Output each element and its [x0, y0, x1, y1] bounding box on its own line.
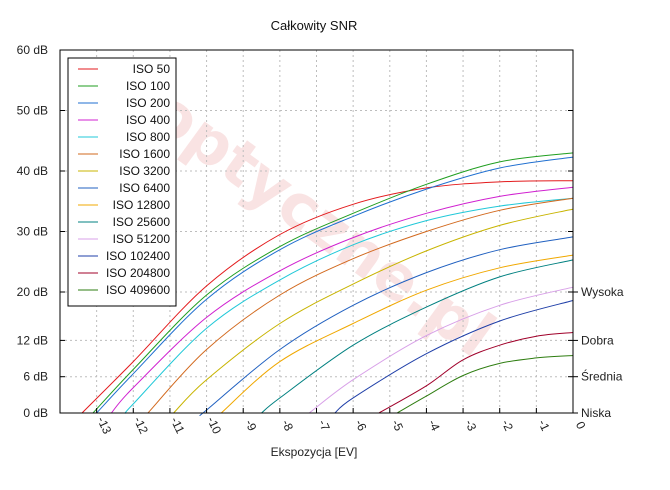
- y-tick-label: 20 dB: [17, 285, 48, 299]
- series-line-iso-800: [124, 197, 574, 414]
- x-tick-label: -7: [316, 418, 333, 434]
- legend-entry: ISO 6400: [119, 181, 170, 195]
- quality-label: Dobra: [581, 333, 614, 347]
- series-line-iso-204800: [378, 332, 574, 414]
- series-line-iso-409600: [396, 355, 574, 414]
- x-tick-label: -13: [94, 414, 114, 436]
- x-tick-label: -11: [168, 415, 188, 436]
- x-tick-label: -10: [204, 414, 224, 436]
- quality-label: Niska: [581, 406, 611, 420]
- x-tick-label: -12: [131, 414, 151, 436]
- legend-entry: ISO 204800: [106, 266, 170, 280]
- x-tick-label: -5: [389, 418, 406, 434]
- x-tick-label: -2: [499, 418, 516, 434]
- series-line-iso-102400: [334, 300, 574, 414]
- legend-entry: ISO 12800: [113, 198, 171, 212]
- legend-entry: ISO 50: [133, 62, 171, 76]
- series-line-iso-12800: [220, 254, 574, 414]
- y-axis-ticks: 0 dB 6 dB 12 dB 20 dB 30 dB 40 dB 50 dB 60 dB: [17, 43, 573, 420]
- series-line-iso-100: [92, 152, 574, 414]
- legend-entry: ISO 200: [126, 96, 170, 110]
- x-tick-label: -6: [352, 418, 369, 434]
- x-tick-label: 0: [573, 419, 589, 431]
- quality-label: Wysoka: [581, 285, 624, 299]
- series-line-iso-25600: [261, 259, 574, 414]
- series-line-iso-50: [81, 180, 574, 414]
- y-tick-label: 50 dB: [17, 104, 48, 118]
- series-line-iso-51200: [308, 286, 574, 414]
- quality-label: Średnia: [581, 369, 623, 384]
- y-tick-label: 40 dB: [17, 164, 48, 178]
- y-tick-label: 0 dB: [23, 406, 48, 420]
- y-tick-label: 6 dB: [23, 370, 48, 384]
- series-line-iso-200: [96, 156, 574, 414]
- legend-entry: ISO 1600: [119, 147, 170, 161]
- legend-entry: ISO 800: [126, 130, 170, 144]
- legend-entry: ISO 100: [126, 79, 170, 93]
- x-tick-label: -9: [242, 418, 259, 434]
- legend-entry: ISO 51200: [113, 232, 171, 246]
- chart-title: Całkowity SNR: [271, 18, 358, 33]
- y-tick-label: 12 dB: [17, 333, 48, 347]
- x-axis-ticks: -13 -12 -11 -10 -9 -8 -7 -6 -5 -4 -3 -2 -1 0: [94, 408, 589, 436]
- legend-box: [67, 57, 177, 307]
- series-line-iso-1600: [147, 197, 574, 414]
- legend: ISO 50 ISO 100 ISO 200 ISO 400 ISO 800 ISO 16…: [67, 57, 177, 307]
- x-tick-label: -4: [425, 418, 442, 434]
- y-tick-label: 60 dB: [17, 43, 48, 57]
- x-tick-label: -1: [535, 418, 552, 434]
- legend-entry: ISO 25600: [113, 215, 171, 229]
- y-tick-label: 30 dB: [17, 225, 48, 239]
- series-line-iso-6400: [199, 236, 574, 416]
- series-lines: [81, 152, 574, 416]
- legend-entry: ISO 102400: [106, 249, 170, 263]
- x-axis-label: Ekspozycja [EV]: [271, 445, 358, 459]
- legend-entry: ISO 400: [126, 113, 170, 127]
- series-line-iso-3200: [173, 208, 574, 414]
- series-line-iso-400: [110, 186, 574, 414]
- x-tick-label: -3: [462, 418, 479, 434]
- legend-entry: ISO 3200: [119, 164, 170, 178]
- quality-labels: Wysoka Dobra Średnia Niska: [573, 285, 624, 420]
- legend-entry: ISO 409600: [106, 283, 170, 297]
- x-tick-label: -8: [279, 418, 296, 434]
- watermark-logo: optyczne.pl: [137, 74, 508, 371]
